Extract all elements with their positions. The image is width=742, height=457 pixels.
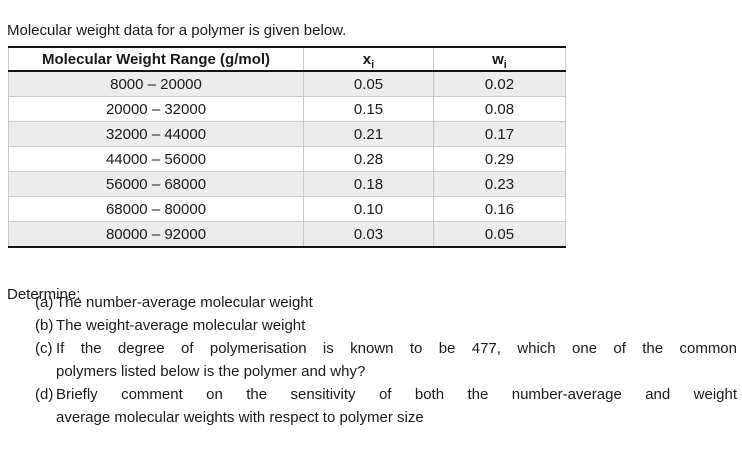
cell-range: 8000 – 20000 <box>8 71 304 97</box>
question-body-d: Briefly comment on the sensitivity of bo… <box>56 383 737 429</box>
cell-wi: 0.29 <box>433 146 566 172</box>
cell-range: 44000 – 56000 <box>8 146 304 172</box>
table-header-row: Molecular Weight Range (g/mol) xi wi <box>8 46 566 72</box>
cell-xi: 0.10 <box>303 196 434 222</box>
cell-range: 56000 – 68000 <box>8 171 304 197</box>
question-list: (a) The number-average molecular weight … <box>35 291 737 429</box>
header-wi-subscript: i <box>503 58 507 71</box>
cell-range: 20000 – 32000 <box>8 96 304 122</box>
table-row: 56000 – 68000 0.18 0.23 <box>8 171 566 197</box>
question-item-d: (d) Briefly comment on the sensitivity o… <box>35 383 737 429</box>
table-row: 32000 – 44000 0.21 0.17 <box>8 121 566 147</box>
question-line: If the degree of polymerisation is known… <box>56 340 737 357</box>
cell-wi: 0.16 <box>433 196 566 222</box>
molecular-weight-table: Molecular Weight Range (g/mol) xi wi 800… <box>8 46 566 248</box>
question-marker-b: (b) <box>35 317 54 334</box>
question-line: Briefly comment on the sensitivity of bo… <box>56 386 737 403</box>
table-row: 68000 – 80000 0.10 0.16 <box>8 196 566 222</box>
cell-wi: 0.05 <box>433 221 566 248</box>
cell-xi: 0.03 <box>303 221 434 248</box>
question-line: The number-average molecular weight <box>56 294 313 311</box>
header-wi: wi <box>433 46 566 72</box>
question-line: polymers listed below is the polymer and… <box>56 363 366 380</box>
table-row: 44000 – 56000 0.28 0.29 <box>8 146 566 172</box>
table-row: 80000 – 92000 0.03 0.05 <box>8 221 566 248</box>
cell-xi: 0.15 <box>303 96 434 122</box>
intro-text: Molecular weight data for a polymer is g… <box>7 22 347 39</box>
cell-xi: 0.05 <box>303 71 434 97</box>
question-line: The weight-average molecular weight <box>56 317 306 334</box>
cell-xi: 0.21 <box>303 121 434 147</box>
cell-range: 32000 – 44000 <box>8 121 304 147</box>
question-marker-a: (a) <box>35 294 54 311</box>
cell-wi: 0.23 <box>433 171 566 197</box>
header-xi-base: x <box>362 50 372 68</box>
table-row: 8000 – 20000 0.05 0.02 <box>8 71 566 97</box>
header-wi-base: w <box>492 50 504 68</box>
question-body-a: The number-average molecular weight <box>56 291 737 314</box>
table-row: 20000 – 32000 0.15 0.08 <box>8 96 566 122</box>
question-marker-d: (d) <box>35 386 54 403</box>
question-line: average molecular weights with respect t… <box>56 409 424 426</box>
question-item-c: (c) If the degree of polymerisation is k… <box>35 337 737 383</box>
question-marker-c: (c) <box>35 340 53 357</box>
question-body-b: The weight-average molecular weight <box>56 314 737 337</box>
header-xi-subscript: i <box>371 58 375 71</box>
header-molecular-weight-range: Molecular Weight Range (g/mol) <box>8 46 304 72</box>
cell-range: 80000 – 92000 <box>8 221 304 248</box>
cell-wi: 0.02 <box>433 71 566 97</box>
cell-wi: 0.08 <box>433 96 566 122</box>
determine-label: Determine: <box>7 286 81 303</box>
question-item-b: (b) The weight-average molecular weight <box>35 314 737 337</box>
cell-xi: 0.28 <box>303 146 434 172</box>
cell-xi: 0.18 <box>303 171 434 197</box>
header-xi: xi <box>303 46 434 72</box>
question-item-a: (a) The number-average molecular weight <box>35 291 737 314</box>
cell-wi: 0.17 <box>433 121 566 147</box>
cell-range: 68000 – 80000 <box>8 196 304 222</box>
question-body-c: If the degree of polymerisation is known… <box>56 337 737 383</box>
